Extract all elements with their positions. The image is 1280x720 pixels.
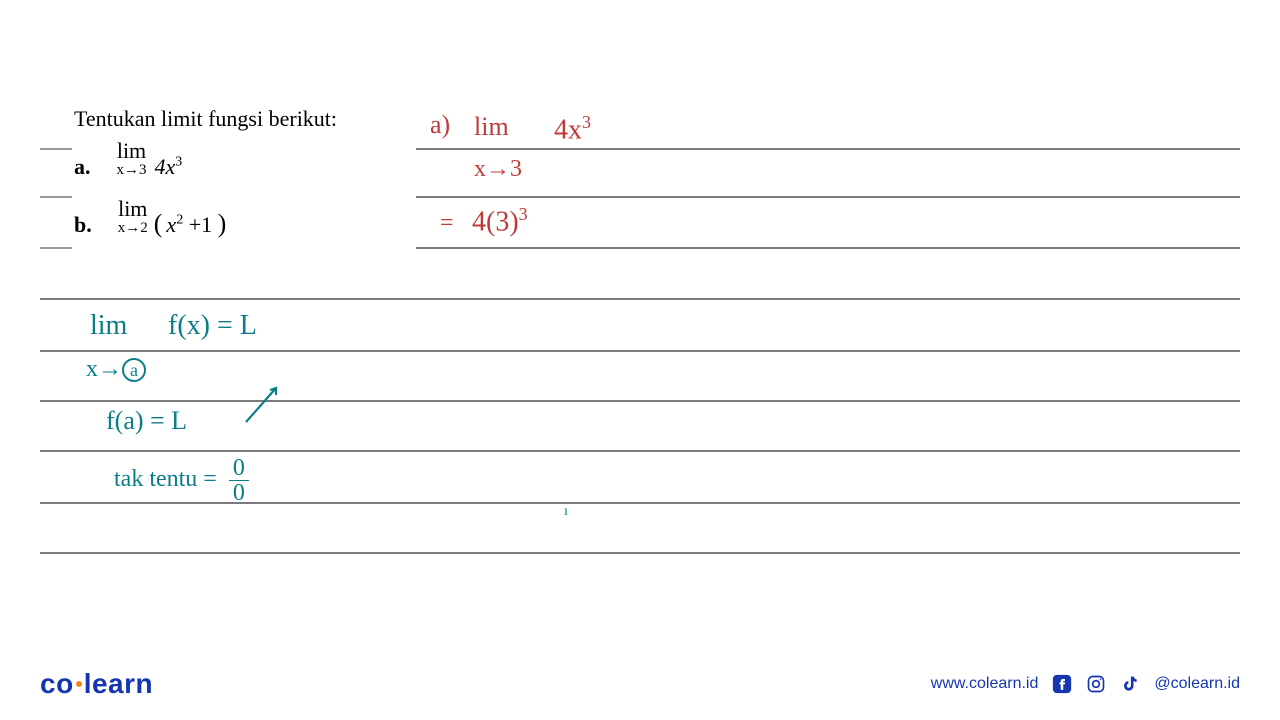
item-a-expr: 4x3	[155, 154, 183, 179]
circled-a: a	[122, 358, 146, 382]
frac-0-0: 0 0	[229, 456, 249, 505]
hand-tak-tentu: tak tentu = 0 0	[114, 456, 249, 505]
rule-line	[40, 350, 1240, 352]
rule-short	[40, 196, 72, 198]
rule-line	[40, 450, 1240, 452]
item-b-expr: x2 +1	[166, 212, 217, 237]
hand-xtoa: x→a	[86, 356, 146, 383]
rule-line	[40, 552, 1240, 554]
tiktok-icon[interactable]	[1120, 674, 1140, 694]
arrow-icon	[240, 380, 290, 430]
item-b: b. lim x→2 ( x2 +1 )	[74, 196, 226, 239]
rule-line	[40, 298, 1240, 300]
rule-line	[416, 247, 1240, 249]
hand-4x3: 4x3	[554, 112, 591, 146]
item-a: a. lim x→3 4x3	[74, 138, 182, 180]
instagram-icon[interactable]	[1086, 674, 1106, 694]
item-a-label: a.	[74, 154, 91, 179]
footer-handle[interactable]: @colearn.id	[1154, 675, 1240, 693]
item-b-lparen: (	[154, 209, 163, 238]
page-root: ı Tentukan limit fungsi berikut: a. lim …	[0, 0, 1280, 720]
hand-fx-eq-l: f(x) = L	[168, 310, 257, 342]
tick-mark: ı	[564, 504, 568, 520]
footer-url[interactable]: www.colearn.id	[931, 675, 1039, 693]
rule-short	[40, 148, 72, 150]
hand-lim: lim	[474, 112, 509, 142]
hand-lim-teal: lim	[90, 310, 127, 342]
logo-dot-icon	[76, 681, 82, 687]
question-title: Tentukan limit fungsi berikut:	[74, 106, 337, 132]
hand-eq: =	[440, 210, 454, 237]
rule-short	[40, 247, 72, 249]
rule-line	[416, 148, 1240, 150]
hand-a-label: a)	[430, 110, 450, 140]
item-b-lim: lim x→2	[118, 196, 148, 237]
footer: colearn www.colearn.id @colearn.id	[40, 668, 1240, 700]
hand-4of3: 4(3)3	[472, 204, 528, 238]
footer-right: www.colearn.id @colearn.id	[931, 674, 1240, 694]
brand-logo: colearn	[40, 668, 153, 700]
hand-fa-eq-l: f(a) = L	[106, 406, 187, 436]
rule-line	[416, 196, 1240, 198]
item-b-rparen: )	[218, 209, 227, 238]
hand-xto3: x→3	[474, 156, 522, 183]
item-a-lim: lim x→3	[117, 138, 147, 179]
facebook-icon[interactable]	[1052, 674, 1072, 694]
rule-line	[40, 400, 1240, 402]
item-b-label: b.	[74, 212, 92, 237]
